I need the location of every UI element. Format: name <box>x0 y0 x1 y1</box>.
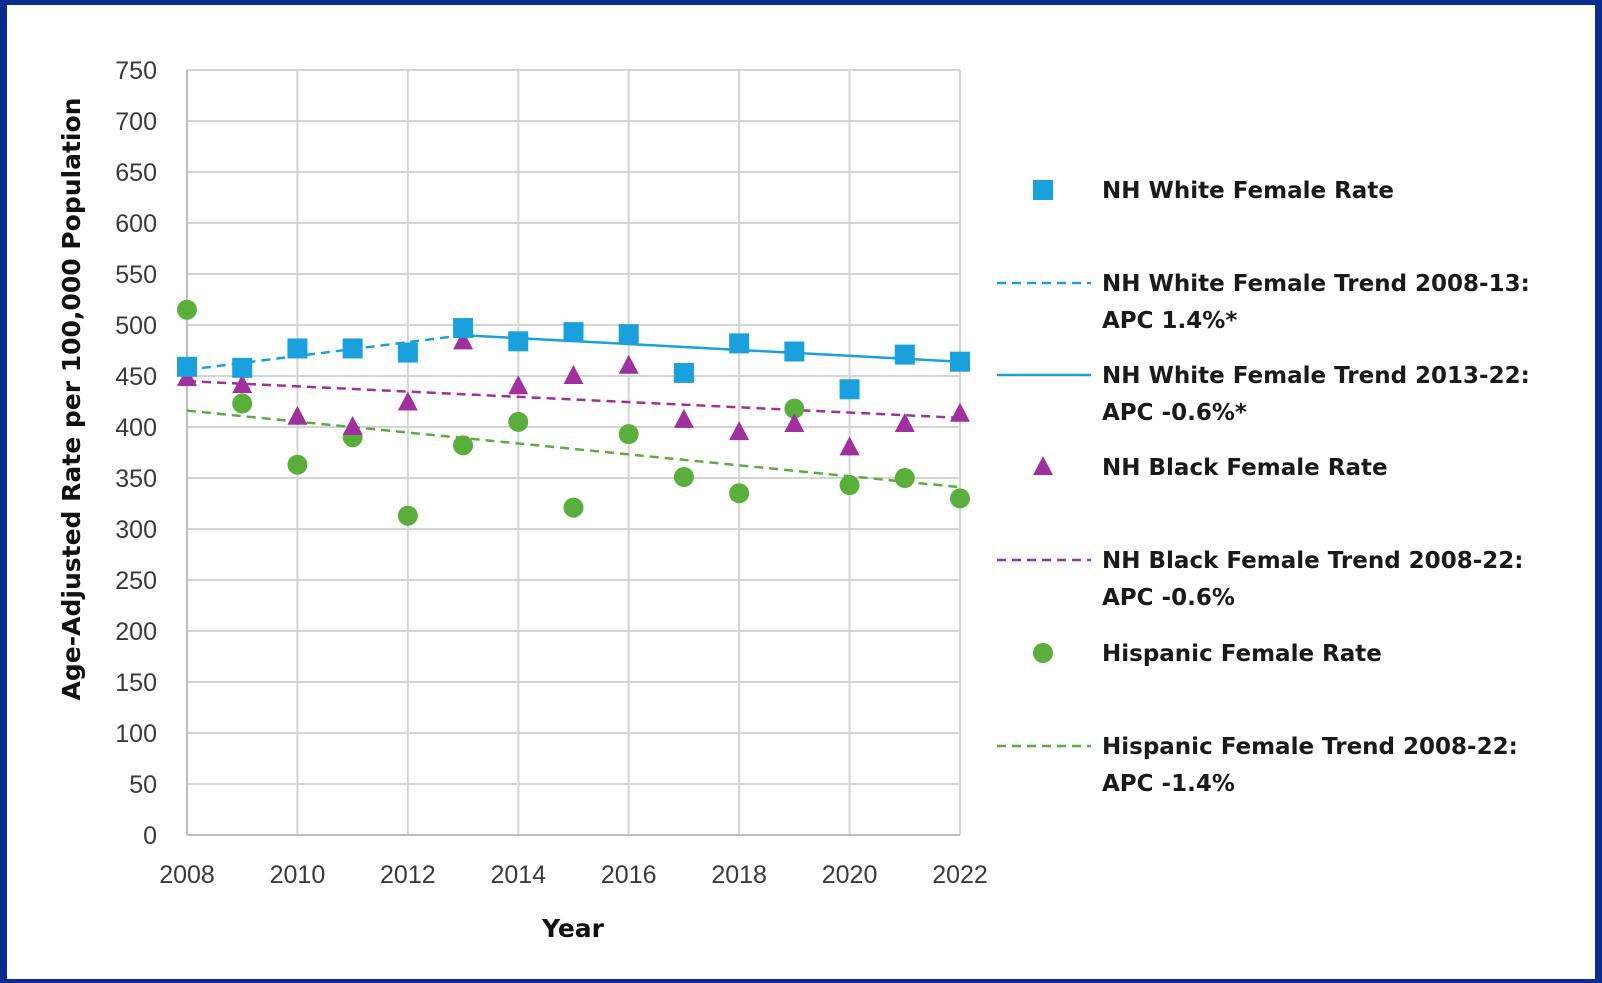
x-tick-label: 2008 <box>159 861 215 889</box>
x-tick-label: 2010 <box>270 861 326 889</box>
data-point-triangle <box>508 375 529 395</box>
y-tick-label: 250 <box>115 567 157 595</box>
data-point-circle <box>508 411 529 432</box>
legend-label-line2: APC -1.4% <box>1102 771 1235 797</box>
data-point-square <box>397 342 418 363</box>
x-tick-label: 2014 <box>490 861 546 889</box>
data-point-square <box>287 338 308 359</box>
y-tick-label: 450 <box>115 363 157 391</box>
y-tick-label: 350 <box>115 465 157 493</box>
data-point-square <box>342 338 363 359</box>
data-point-circle <box>784 398 805 419</box>
data-point-circle <box>839 475 860 496</box>
data-point-square <box>232 357 253 378</box>
data-point-triangle <box>894 412 915 432</box>
data-point-square <box>950 351 970 372</box>
y-axis-ticks: 0 50 100 150 200 250 300 350 400 450 500 550 600 650 7… <box>115 57 157 850</box>
data-point-triangle <box>950 402 970 422</box>
legend-label-line2: APC 1.4%* <box>1102 308 1237 334</box>
data-point-square <box>618 324 639 345</box>
legend: NH White Female Rate NH White Female Tren… <box>997 178 1530 797</box>
legend-label: Hispanic Female Trend 2008-22: <box>1102 734 1518 760</box>
y-tick-label: 0 <box>143 822 157 850</box>
data-point-triangle <box>287 405 308 425</box>
data-point-circle <box>673 466 694 487</box>
data-point-circle <box>453 435 474 456</box>
x-tick-label: 2018 <box>711 861 767 889</box>
legend-label: Hispanic Female Rate <box>1102 641 1382 667</box>
chart-frame: 0 50 100 150 200 250 300 350 400 450 500 550 600 650 7… <box>7 5 1595 979</box>
chart-canvas: 0 50 100 150 200 250 300 350 400 450 500 550 600 650 7… <box>57 57 1530 943</box>
x-tick-label: 2022 <box>932 861 988 889</box>
data-point-circle <box>563 497 584 518</box>
trend-line <box>186 379 961 420</box>
y-tick-label: 100 <box>115 720 157 748</box>
data-point-triangle <box>342 416 363 435</box>
y-tick-label: 750 <box>115 57 157 85</box>
x-tick-label: 2012 <box>380 861 436 889</box>
trend-line <box>186 409 961 489</box>
data-point-square <box>563 322 584 343</box>
data-point-square <box>508 331 529 352</box>
x-axis-title: Year <box>541 914 605 943</box>
trend-line <box>463 333 961 363</box>
data-point-square <box>784 341 805 362</box>
y-tick-label: 550 <box>115 261 157 289</box>
legend-label-line2: APC -0.6% <box>1102 585 1235 611</box>
data-point-circle <box>232 393 253 414</box>
y-tick-label: 650 <box>115 159 157 187</box>
y-tick-label: 500 <box>115 312 157 340</box>
x-tick-label: 2020 <box>822 861 878 889</box>
legend-swatch-circle <box>1033 643 1053 663</box>
legend-label: NH White Female Trend 2013-22: <box>1102 363 1530 389</box>
data-point-circle <box>729 483 750 504</box>
y-tick-label: 700 <box>115 108 157 136</box>
data-point-triangle <box>453 330 474 350</box>
data-point-triangle <box>839 436 860 456</box>
y-tick-label: 400 <box>115 414 157 442</box>
legend-label: NH White Female Trend 2008-13: <box>1102 271 1530 297</box>
data-point-square <box>894 344 915 365</box>
data-point-square <box>839 379 860 400</box>
data-point-triangle <box>673 408 694 428</box>
data-point-circle <box>618 424 639 445</box>
data-point-triangle <box>618 354 639 374</box>
data-point-square <box>177 356 197 377</box>
y-axis-title: Age-Adjusted Rate per 100,000 Population <box>57 98 86 701</box>
x-axis-ticks: 2008 2010 2012 2014 2016 2018 2020 2022 <box>159 861 988 889</box>
data-point-triangle <box>784 412 805 432</box>
data-point-circle <box>894 468 915 488</box>
data-point-triangle <box>729 421 750 441</box>
y-tick-label: 150 <box>115 669 157 697</box>
x-tick-label: 2016 <box>601 861 657 889</box>
data-point-square <box>673 362 694 383</box>
legend-label: NH Black Female Rate <box>1102 455 1388 481</box>
data-points <box>177 299 970 526</box>
data-point-circle <box>950 488 970 509</box>
data-point-square <box>729 333 750 354</box>
legend-swatch-square <box>1033 180 1053 200</box>
legend-label: NH White Female Rate <box>1102 178 1394 204</box>
data-point-circle <box>177 299 197 320</box>
data-point-triangle <box>397 391 418 411</box>
data-point-square <box>453 318 474 339</box>
trend-line <box>186 333 464 372</box>
legend-label-line2: APC -0.6%* <box>1102 400 1247 426</box>
data-point-triangle <box>232 374 253 394</box>
data-point-circle <box>397 505 418 526</box>
y-tick-label: 50 <box>129 771 157 799</box>
data-point-circle <box>287 454 308 475</box>
y-tick-label: 600 <box>115 210 157 238</box>
y-tick-label: 300 <box>115 516 157 544</box>
data-point-triangle <box>563 365 584 384</box>
legend-label: NH Black Female Trend 2008-22: <box>1102 548 1523 574</box>
legend-swatch-triangle <box>1033 456 1053 475</box>
grid-lines <box>186 69 961 836</box>
y-tick-label: 200 <box>115 618 157 646</box>
